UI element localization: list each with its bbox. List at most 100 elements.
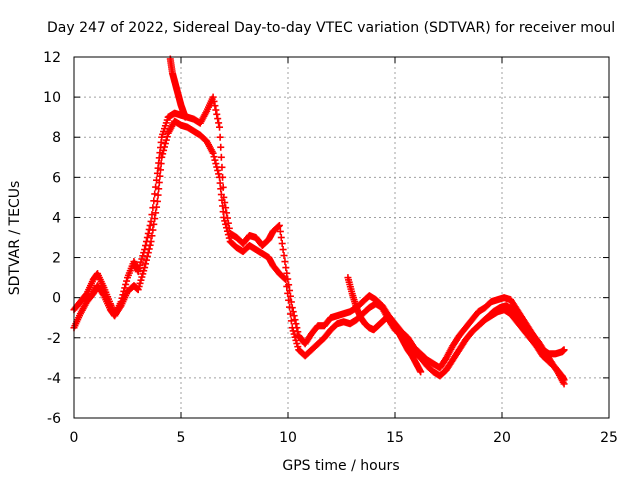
data-point-track-b — [143, 234, 151, 241]
data-point-track-a — [287, 317, 295, 325]
data-point-track-a — [162, 136, 170, 144]
data-point-track-b — [146, 221, 154, 229]
data-point-track-b — [223, 214, 231, 222]
data-point-track-b — [211, 102, 219, 110]
data-point-track-a — [210, 153, 218, 161]
data-point-track-b — [279, 246, 287, 254]
y-tick-label: 8 — [52, 130, 61, 146]
data-point-track-b — [148, 211, 156, 219]
y-tick-label: 6 — [52, 170, 61, 186]
data-point-track-a — [154, 191, 162, 199]
data-point-track-b — [222, 204, 230, 212]
x-axis-label: GPS time / hours — [282, 458, 399, 474]
data-point-track-b — [291, 316, 299, 324]
data-point-track-b — [219, 173, 227, 181]
data-point-track-b — [212, 106, 220, 114]
data-point-track-b — [210, 97, 218, 105]
data-point-track-b — [281, 258, 289, 266]
data-point-track-b — [225, 224, 233, 232]
data-point-track-a — [142, 256, 150, 264]
axis-ticks: 0 5 10 15 20 25 -6 -4 -2 0 2 4 6 8 10 12 — [43, 50, 618, 446]
data-point-track-b — [278, 240, 286, 248]
data-point-track-a — [134, 286, 142, 294]
data-point-track-b — [136, 261, 144, 269]
y-tick-label: 10 — [43, 90, 61, 106]
data-point-track-b — [218, 163, 226, 171]
data-point-track-b — [117, 298, 125, 306]
data-point-track-a — [290, 330, 298, 338]
data-point-track-a — [140, 267, 148, 275]
data-point-track-b — [221, 199, 229, 207]
data-point-track-b — [141, 246, 149, 254]
data-point-track-b — [215, 119, 223, 127]
data-point-track-a — [209, 149, 217, 157]
data-point-track-b — [137, 258, 145, 266]
data-point-track-a — [212, 160, 220, 168]
x-tick-label: 25 — [600, 430, 618, 446]
data-point-track-b — [214, 115, 222, 123]
data-point-track-b — [149, 204, 157, 212]
data-point-track-b — [294, 328, 302, 336]
data-point-track-a — [214, 166, 222, 174]
grid-lines — [74, 57, 609, 418]
data-point-track-b — [123, 277, 131, 285]
data-point-track-b — [290, 312, 298, 320]
data-point-track-b — [282, 264, 290, 272]
y-tick-label: 4 — [52, 210, 61, 226]
data-point-track-b — [286, 287, 294, 295]
data-point-track-e — [560, 380, 568, 388]
plot-frame — [73, 56, 610, 419]
data-point-track-b — [289, 308, 297, 316]
data-point-track-b — [119, 291, 127, 299]
y-tick-label: -2 — [47, 331, 61, 347]
data-point-track-a — [293, 340, 301, 348]
data-point-track-b — [293, 324, 301, 332]
data-points — [70, 55, 568, 388]
y-tick-label: -6 — [47, 411, 61, 427]
data-point-track-b — [120, 287, 128, 295]
data-point-track-b — [121, 284, 129, 292]
data-point-track-b — [144, 229, 152, 237]
data-point-track-a — [138, 273, 146, 281]
data-point-track-a — [141, 264, 149, 272]
data-point-track-b — [151, 190, 159, 198]
data-point-track-b — [286, 292, 294, 300]
data-point-track-a — [152, 209, 160, 217]
data-point-track-b — [152, 183, 160, 191]
data-point-track-a — [292, 336, 300, 344]
data-point-track-b — [219, 183, 227, 191]
data-point-track-a — [136, 279, 144, 287]
data-point-track-b — [142, 242, 150, 250]
x-tick-label: 15 — [386, 430, 404, 446]
data-point-track-b — [223, 209, 231, 217]
x-tick-label: 10 — [279, 430, 297, 446]
data-point-track-a — [215, 170, 223, 178]
data-point-track-b — [216, 133, 224, 141]
data-point-track-b — [134, 268, 142, 276]
data-point-track-a — [161, 140, 169, 148]
data-point-track-a — [148, 232, 156, 240]
data-point-track-b — [224, 219, 232, 227]
data-point-track-b — [147, 217, 155, 225]
data-point-track-b — [145, 225, 153, 233]
y-tick-label: 2 — [52, 251, 61, 267]
data-point-track-c — [181, 113, 189, 121]
data-point-track-b — [138, 255, 146, 263]
data-point-track-b — [135, 264, 143, 272]
data-point-track-b — [284, 275, 292, 283]
data-point-track-a — [151, 215, 159, 223]
data-point-track-b — [216, 123, 224, 131]
data-point-track-a — [211, 156, 219, 164]
data-point-track-b — [287, 298, 295, 306]
data-point-track-b — [275, 222, 283, 230]
y-tick-label: -4 — [47, 371, 61, 387]
data-point-track-a — [139, 270, 147, 278]
data-point-track-a — [142, 260, 150, 268]
data-point-track-a — [135, 282, 143, 290]
data-point-track-b — [209, 93, 217, 101]
data-point-track-b — [213, 110, 221, 118]
data-point-track-b — [288, 304, 296, 312]
data-point-track-b — [277, 234, 285, 241]
data-point-track-d — [417, 368, 425, 376]
